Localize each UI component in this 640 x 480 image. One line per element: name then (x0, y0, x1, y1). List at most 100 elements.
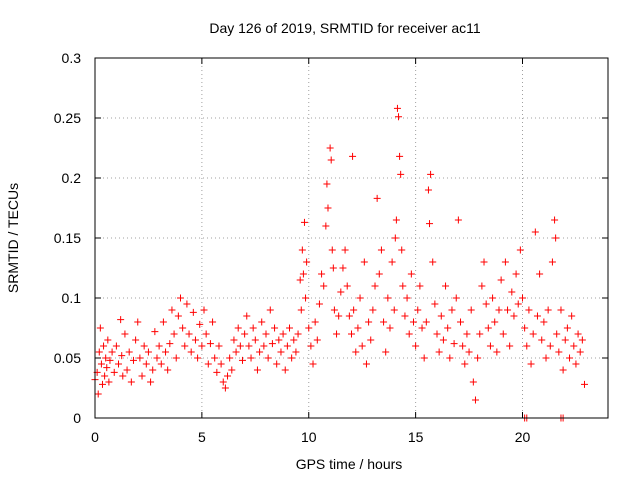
data-point (504, 306, 512, 314)
data-point (140, 342, 148, 350)
data-point (478, 282, 486, 290)
data-point (236, 342, 244, 350)
x-tick-label: 15 (408, 429, 424, 445)
data-point (495, 306, 503, 314)
data-point (118, 352, 126, 360)
data-point (491, 318, 499, 326)
data-point (330, 306, 338, 314)
data-point (465, 348, 473, 356)
data-point (204, 360, 212, 368)
data-point (136, 354, 144, 362)
data-point (181, 342, 189, 350)
data-point (552, 234, 560, 242)
y-tick-label: 0.1 (62, 290, 82, 306)
data-point (433, 330, 441, 338)
data-point (397, 170, 405, 178)
data-point (480, 258, 488, 266)
data-point (508, 288, 516, 296)
data-point (360, 258, 368, 266)
data-point (555, 348, 563, 356)
data-point (300, 218, 308, 226)
data-point (414, 306, 422, 314)
data-point (333, 330, 341, 338)
data-point (557, 306, 565, 314)
data-point (538, 336, 546, 344)
data-point (474, 354, 482, 362)
data-point (228, 366, 236, 374)
data-point (467, 306, 475, 314)
data-point (172, 354, 180, 362)
data-point (362, 360, 370, 368)
data-point (546, 342, 554, 350)
data-point (454, 216, 462, 224)
data-point (117, 316, 125, 324)
data-point (132, 336, 140, 344)
data-point (493, 348, 501, 356)
data-point (226, 354, 234, 362)
data-point (221, 384, 229, 392)
data-point (350, 306, 358, 314)
data-point (102, 354, 110, 362)
data-point (104, 336, 112, 344)
data-point (559, 366, 567, 374)
data-point (234, 324, 242, 332)
data-point (356, 294, 364, 302)
data-point (367, 336, 375, 344)
data-point (94, 390, 102, 398)
data-point (352, 348, 360, 356)
data-point (506, 342, 514, 350)
y-tick-label: 0.05 (54, 350, 81, 366)
data-point (170, 330, 178, 338)
data-point (159, 318, 167, 326)
data-point (273, 360, 281, 368)
data-point (444, 324, 452, 332)
data-point (427, 170, 435, 178)
data-point (125, 348, 133, 356)
data-point (271, 324, 279, 332)
data-point (232, 348, 240, 356)
data-point (258, 318, 266, 326)
data-point (568, 312, 576, 320)
data-point (115, 360, 123, 368)
x-tick-label: 5 (198, 429, 206, 445)
data-point (446, 354, 454, 362)
data-point (262, 330, 270, 338)
data-point (512, 270, 520, 278)
data-point (106, 356, 114, 364)
data-point (138, 372, 146, 380)
data-point (343, 282, 351, 290)
data-point (279, 330, 287, 338)
x-axis-title: GPS time / hours (296, 456, 403, 472)
data-point (574, 330, 582, 338)
data-point (521, 324, 529, 332)
data-point (395, 113, 403, 121)
data-point (196, 320, 204, 328)
data-point (463, 330, 471, 338)
data-point (96, 324, 104, 332)
data-point (510, 312, 518, 320)
data-point (101, 372, 109, 380)
data-point (448, 306, 456, 314)
data-point (149, 366, 157, 374)
data-point (294, 330, 302, 338)
data-point (339, 264, 347, 272)
data-point (514, 300, 522, 308)
data-point (388, 258, 396, 266)
data-point (127, 378, 135, 386)
data-point (469, 378, 477, 386)
data-point (95, 348, 103, 356)
data-point (563, 324, 571, 332)
data-point (420, 354, 428, 362)
data-point (103, 364, 111, 372)
data-point (191, 336, 199, 344)
data-point (142, 360, 150, 368)
data-point (392, 216, 400, 224)
data-point (320, 282, 328, 290)
data-point (219, 378, 227, 386)
data-point (202, 330, 210, 338)
data-point (307, 342, 315, 350)
data-point (119, 372, 127, 380)
data-point (426, 220, 434, 228)
data-point (523, 342, 531, 350)
data-point (497, 276, 505, 284)
